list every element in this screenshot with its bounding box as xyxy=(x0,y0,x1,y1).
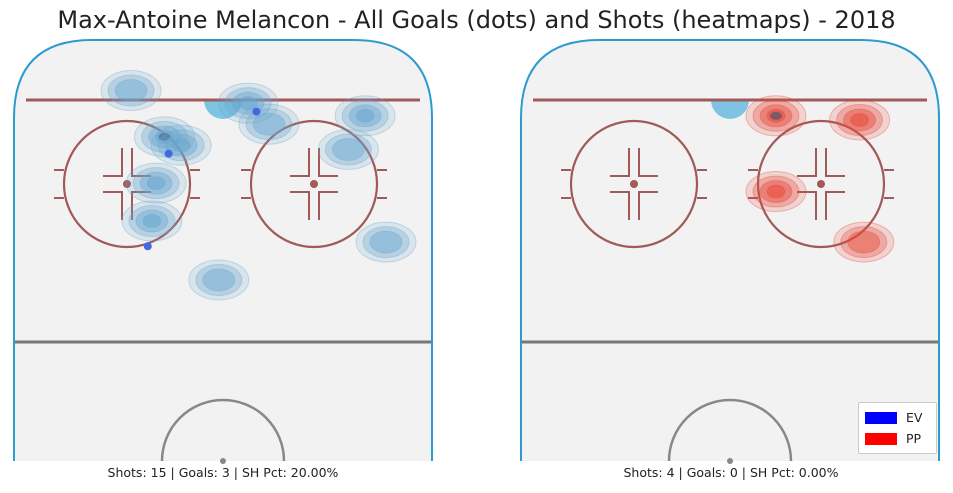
ev-shot-density-10-level-1 xyxy=(195,263,243,296)
pp-shot-density-3-level-1 xyxy=(840,226,888,259)
ev-shot-density-7-level-2 xyxy=(331,137,365,161)
pp-faceoff-dot-right xyxy=(817,180,825,188)
ev-shot-density-5-level-3 xyxy=(142,214,162,229)
ev-shot-density-8-level-1 xyxy=(107,74,155,107)
ev-shot-density-1-level-1 xyxy=(245,108,293,141)
legend-label-ev: EV xyxy=(906,410,923,425)
ev-hash-marks-right xyxy=(241,148,387,220)
pp-shot-heatmap xyxy=(745,95,895,263)
ev-goal-crease xyxy=(204,100,242,119)
pp-faceoff-dot-left xyxy=(630,180,638,188)
ev-hash-marks-left xyxy=(54,148,200,220)
ev-shot-density-7-level-1 xyxy=(324,133,372,166)
ev-shot-density-2-level-4 xyxy=(157,132,171,142)
ev-shot-density-3-level-3 xyxy=(171,138,191,153)
ev-shot-density-4-level-3 xyxy=(146,176,166,191)
ev-shot-density-0-level-3 xyxy=(238,96,258,111)
pp-rink-markings xyxy=(520,39,940,464)
legend-item-ev: EV xyxy=(865,407,930,428)
ev-centre-dot xyxy=(220,458,226,464)
ev-goal-point-1 xyxy=(164,149,173,158)
ev-shot-density-8-level-2 xyxy=(114,79,148,103)
ev-ice-surface xyxy=(14,40,432,461)
ev-shot-density-8-level-0 xyxy=(100,70,162,112)
ev-faceoff-circle-right xyxy=(249,119,379,249)
pp-centre-dot xyxy=(727,458,733,464)
ev-neutral-circle xyxy=(160,398,286,462)
legend: EV PP xyxy=(858,402,937,454)
legend-swatch-ev xyxy=(865,411,897,424)
chart-title: Max-Antoine Melancon - All Goals (dots) … xyxy=(57,6,896,34)
pp-boards xyxy=(520,39,940,461)
legend-item-pp: PP xyxy=(865,428,930,449)
ev-shot-density-1-level-2 xyxy=(252,112,286,136)
pp-shot-density-0-level-4 xyxy=(769,111,783,121)
ev-boards xyxy=(13,39,433,461)
ev-shot-density-10-level-2 xyxy=(202,268,236,292)
ev-shot-density-9-level-1 xyxy=(362,226,410,259)
pp-shot-density-1-level-3 xyxy=(850,112,870,127)
pp-shot-density-3-level-0 xyxy=(833,221,895,263)
ev-goal-point-2 xyxy=(143,242,152,251)
ev-shot-density-9-level-0 xyxy=(355,221,417,263)
pp-rink-chart xyxy=(520,39,940,464)
pp-shot-density-2-level-3 xyxy=(766,184,786,199)
ev-shot-heatmap xyxy=(100,70,417,301)
ev-goal-point-0 xyxy=(252,107,261,116)
ev-stats-caption: Shots: 15 | Goals: 3 | SH Pct: 20.00% xyxy=(107,465,339,480)
ev-rink-markings xyxy=(13,39,433,464)
ev-rink-chart xyxy=(13,39,433,464)
ev-faceoff-dot-left xyxy=(123,180,131,188)
ev-shot-density-7-level-0 xyxy=(317,128,379,170)
ev-shot-density-10-level-0 xyxy=(188,259,250,301)
pp-hash-marks-right xyxy=(748,148,894,220)
legend-label-pp: PP xyxy=(906,431,922,446)
pp-stats-caption: Shots: 4 | Goals: 0 | SH Pct: 0.00% xyxy=(623,465,839,480)
ev-faceoff-dot-right xyxy=(310,180,318,188)
pp-hash-marks-left xyxy=(561,148,707,220)
pp-shot-density-3-level-2 xyxy=(847,230,881,254)
pp-ice-surface xyxy=(521,40,939,461)
ev-faceoff-circle-left xyxy=(62,119,192,249)
ev-shot-density-9-level-2 xyxy=(369,230,403,254)
legend-swatch-pp xyxy=(865,432,897,445)
pp-faceoff-circle-right xyxy=(756,119,886,249)
pp-neutral-circle xyxy=(667,398,793,462)
pp-faceoff-circle-left xyxy=(569,119,699,249)
ev-shot-density-6-level-3 xyxy=(355,108,375,123)
pp-goal-crease xyxy=(711,100,749,119)
